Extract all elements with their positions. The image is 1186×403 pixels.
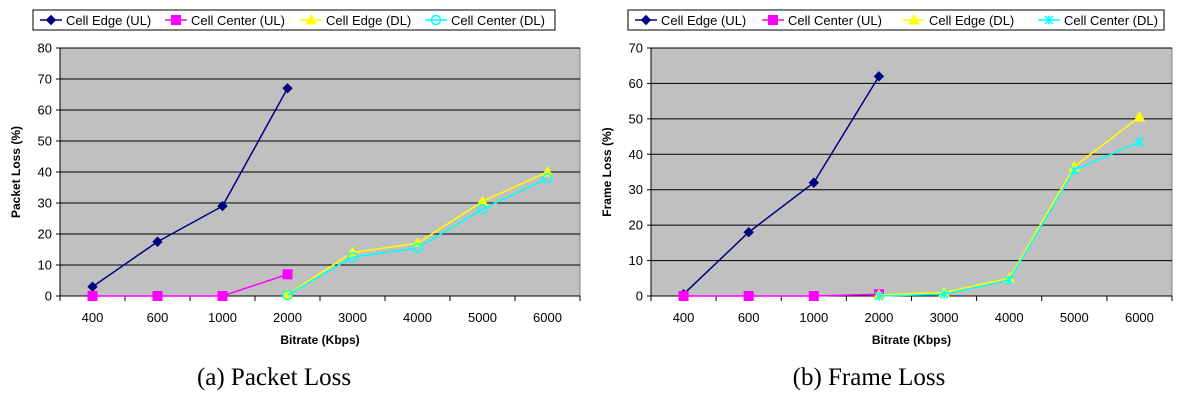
y-tick-label: 0 [45, 289, 52, 304]
series-line [683, 75, 880, 295]
x-tick-label: 6000 [533, 310, 562, 325]
data-point [152, 291, 163, 301]
x-tick-label: 3000 [930, 310, 959, 325]
data-point [217, 200, 228, 212]
x-tick-label: 2000 [273, 310, 302, 325]
x-tick-label: 4000 [995, 310, 1024, 325]
y-tick-label: 70 [38, 72, 52, 87]
data-point [1004, 275, 1014, 285]
data-point [939, 289, 949, 299]
x-tick-label: 6000 [1125, 310, 1154, 325]
x-tick-label: 600 [738, 310, 760, 325]
legend-entry: Cell Edge (UL) [661, 13, 746, 28]
data-point [873, 71, 885, 82]
caption-frame-loss: (b) Frame Loss [793, 364, 946, 391]
x-tick-label: 2000 [864, 310, 893, 325]
data-point [152, 236, 163, 247]
x-axis-label: Bitrate (Kbps) [280, 333, 359, 347]
y-tick-label: 40 [629, 147, 643, 162]
legend-box [627, 9, 1165, 31]
data-point [347, 252, 358, 263]
x-tick-label: 400 [82, 310, 104, 325]
y-tick-label: 20 [629, 218, 643, 233]
y-tick-label: 10 [629, 253, 643, 268]
y-tick-label: 60 [38, 103, 52, 118]
x-tick-label: 1000 [208, 310, 237, 325]
legend-entry: Cell Edge (DL) [929, 13, 1014, 28]
data-point [282, 269, 293, 280]
y-tick-label: 10 [38, 258, 52, 273]
series-line [92, 87, 289, 288]
data-point [808, 291, 819, 301]
x-tick-label: 3000 [338, 310, 367, 325]
y-tick-label: 30 [629, 182, 643, 197]
legend-entry: Cell Edge (UL) [66, 13, 151, 28]
y-tick-label: 50 [629, 111, 643, 126]
legend-box [32, 9, 556, 31]
y-tick-label: 80 [38, 41, 52, 56]
y-tick-label: 40 [38, 165, 52, 180]
data-point [743, 291, 754, 301]
data-point [1069, 165, 1079, 175]
data-point [1133, 111, 1146, 122]
legend-marker [908, 13, 920, 25]
legend-entry: Cell Center (UL) [191, 13, 285, 28]
series-line [287, 177, 548, 296]
x-tick-label: 1000 [799, 310, 828, 325]
y-tick-label: 20 [38, 227, 52, 242]
x-axis-label: Bitrate (Kbps) [872, 333, 951, 347]
series-line [683, 293, 879, 297]
data-point [87, 291, 98, 301]
chart-frame-loss: Cell Edge (UL) Cell Center (UL) Cell Edge … [600, 9, 1173, 347]
x-tick-label: 600 [147, 310, 169, 325]
data-point [542, 172, 553, 184]
data-point [1134, 137, 1144, 147]
legend-marker [171, 15, 181, 25]
data-point [282, 83, 293, 94]
x-tick-label: 4000 [403, 310, 432, 325]
legend-marker [45, 14, 57, 26]
legend-entry: Cell Center (DL) [1064, 13, 1158, 28]
y-tick-label: 30 [38, 196, 52, 211]
data-point [282, 289, 293, 301]
y-tick-label: 60 [629, 76, 643, 91]
chart-packet-loss: Cell Edge (UL) Cell Center (UL) Cell Edge … [9, 9, 581, 347]
legend-marker [430, 14, 442, 26]
y-tick-label: 0 [636, 289, 643, 304]
data-point [477, 203, 488, 215]
data-point [412, 242, 423, 254]
legend-marker [640, 14, 652, 26]
y-tick-label: 70 [629, 41, 643, 56]
data-point [874, 291, 884, 301]
legend-marker [768, 15, 778, 25]
legend-entry: Cell Center (UL) [788, 13, 882, 28]
series-line [92, 273, 288, 297]
data-point [217, 291, 228, 301]
caption-packet-loss: (a) Packet Loss [197, 364, 351, 391]
data-point [743, 227, 754, 238]
legend-entry: Cell Edge (DL) [326, 13, 411, 28]
plot-area [650, 47, 1173, 297]
legend-marker [305, 13, 317, 25]
data-point [808, 177, 820, 188]
data-point [678, 291, 689, 301]
y-axis-label: Frame Loss (%) [600, 127, 614, 216]
x-tick-label: 400 [673, 310, 695, 325]
y-axis-label: Packet Loss (%) [9, 126, 23, 218]
legend-marker [1044, 15, 1054, 25]
x-tick-label: 5000 [1060, 310, 1089, 325]
y-tick-label: 50 [38, 134, 52, 149]
legend-entry: Cell Center (DL) [451, 13, 545, 28]
x-tick-label: 5000 [468, 310, 497, 325]
